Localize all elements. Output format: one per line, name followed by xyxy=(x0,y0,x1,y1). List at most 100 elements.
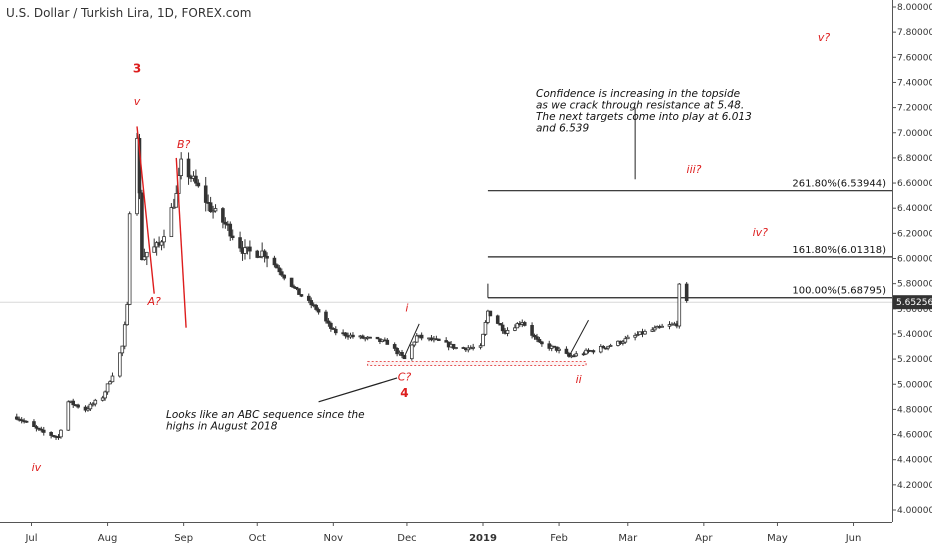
x-tick-label: Oct xyxy=(249,533,266,544)
candle-body xyxy=(635,334,640,336)
candle-body xyxy=(37,427,41,430)
candle-body xyxy=(162,236,166,243)
candle-body xyxy=(59,429,63,438)
candle-body xyxy=(255,250,260,258)
candle-body xyxy=(625,336,630,340)
candle-body xyxy=(282,274,287,279)
candle-body xyxy=(375,336,380,340)
candle-body xyxy=(208,202,213,213)
candle-body xyxy=(108,381,112,385)
candle-body xyxy=(93,399,98,405)
candle-body xyxy=(100,397,105,401)
candle-body xyxy=(39,428,44,431)
candle-body xyxy=(584,349,588,355)
candle-body xyxy=(495,315,500,324)
wave-ii-line xyxy=(568,319,589,357)
candle-body xyxy=(481,333,485,347)
x-tick-label: Apr xyxy=(695,533,713,544)
annotation-confidence-line: The next targets come into play at 6.013 xyxy=(536,111,752,123)
candle-body xyxy=(606,345,610,349)
abc-pointer-line xyxy=(318,377,398,403)
candle-body xyxy=(333,328,338,334)
candle-body xyxy=(125,304,129,326)
candle-body xyxy=(598,345,603,353)
candle-body xyxy=(677,283,682,327)
candle-body xyxy=(174,193,179,208)
candle-body xyxy=(515,323,520,329)
candle-body xyxy=(601,345,606,349)
wave-label: A? xyxy=(147,295,162,308)
candle-body xyxy=(581,353,586,356)
candle-body xyxy=(471,346,475,349)
candle-body xyxy=(309,300,314,306)
x-tick-label: Dec xyxy=(397,533,416,544)
y-tick-label: 4.60000 xyxy=(897,431,932,441)
x-tick-label: Jun xyxy=(845,533,862,544)
candle-body xyxy=(360,335,365,339)
candle-body xyxy=(145,251,149,258)
candle-body xyxy=(314,304,318,310)
candle-body xyxy=(623,338,628,343)
candle-body xyxy=(294,286,299,290)
y-tick-label: 6.60000 xyxy=(897,179,932,189)
last-price-label: 5.65256 xyxy=(896,298,932,308)
candle-body xyxy=(621,341,625,344)
candle-body xyxy=(179,158,183,176)
candle-body xyxy=(88,403,93,410)
y-tick-label: 7.80000 xyxy=(897,28,932,38)
candle-body xyxy=(343,332,348,337)
candle-body xyxy=(243,247,247,254)
y-tick-label: 6.00000 xyxy=(897,255,932,265)
wave-label: C? xyxy=(398,370,412,383)
wave-label: iv xyxy=(32,461,42,474)
candle-body xyxy=(221,208,225,223)
candle-body xyxy=(86,408,90,411)
y-tick-label: 4.40000 xyxy=(897,456,932,466)
candle-body xyxy=(329,322,333,329)
candle-body xyxy=(140,192,144,261)
candle-body xyxy=(410,344,414,360)
candle-body xyxy=(652,327,657,331)
candle-body xyxy=(14,416,19,420)
candle-body xyxy=(196,182,201,187)
candle-body xyxy=(91,403,95,406)
candle-body xyxy=(172,206,176,209)
candle-body xyxy=(400,352,404,356)
candle-body xyxy=(186,158,191,178)
candle-body xyxy=(650,329,655,332)
candle-body xyxy=(194,175,198,184)
candle-body xyxy=(513,327,517,331)
candle-body xyxy=(223,221,228,225)
y-tick-label: 6.40000 xyxy=(897,204,932,214)
candle-body xyxy=(505,330,510,334)
candle-body xyxy=(118,352,122,377)
y-tick-label: 8.00000 xyxy=(897,3,932,13)
candle-body xyxy=(110,375,115,383)
y-tick-label: 6.80000 xyxy=(897,154,932,164)
y-tick-label: 7.60000 xyxy=(897,53,932,63)
candle-body xyxy=(265,255,269,259)
candle-body xyxy=(385,339,390,345)
fib-level-label: 100.00%(5.68795) xyxy=(792,286,886,297)
candles-layer xyxy=(14,132,689,440)
candle-body xyxy=(368,336,372,339)
candle-body xyxy=(451,343,456,349)
wave-label: ii xyxy=(576,373,582,386)
candle-body xyxy=(414,335,419,343)
candle-body xyxy=(454,347,458,349)
candle-body xyxy=(228,223,233,237)
fib-level-label: 161.80%(6.01318) xyxy=(792,245,886,256)
candle-body xyxy=(395,347,399,355)
candle-body xyxy=(684,283,689,301)
x-tick-label: May xyxy=(767,533,788,544)
candle-body xyxy=(120,345,125,354)
annotation-confidence-line: as we crack through resistance at 5.48. xyxy=(536,100,744,112)
candle-body xyxy=(522,322,527,326)
candle-body xyxy=(257,256,262,259)
candle-body xyxy=(564,348,569,354)
candle-body xyxy=(248,246,252,252)
y-tick-label: 4.20000 xyxy=(897,481,932,491)
candle-body xyxy=(159,241,164,246)
